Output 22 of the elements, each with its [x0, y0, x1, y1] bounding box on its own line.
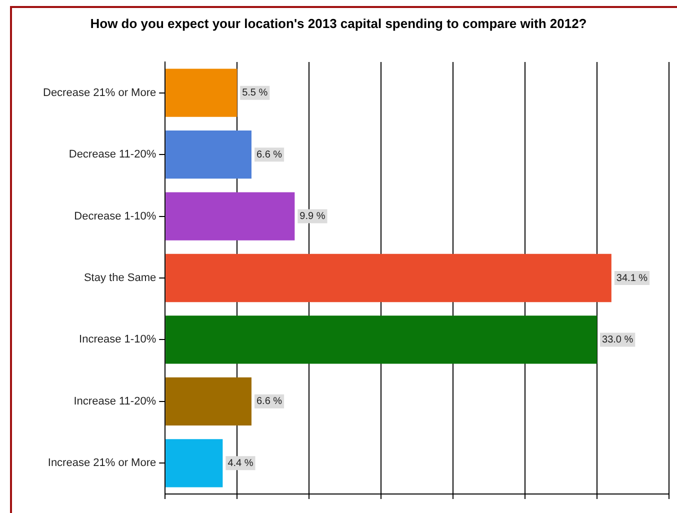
bar [166, 316, 598, 364]
data-label: 4.4 % [228, 458, 254, 469]
chart-title: How do you expect your location's 2013 capital spending to compare with 2012? [89, 16, 588, 31]
y-tick-label: Increase 11-20% [74, 395, 156, 408]
data-label: 9.9 % [300, 211, 326, 222]
data-label: 34.1 % [616, 272, 648, 284]
data-label: 5.5 % [242, 88, 268, 99]
bar [166, 192, 295, 240]
y-tick-label: Increase 1-10% [79, 334, 156, 346]
data-label: 33.0 % [602, 334, 634, 346]
data-label: 6.6 % [256, 396, 282, 408]
bar [166, 377, 252, 426]
y-tick-label: Decrease 1-10% [74, 210, 156, 222]
bar [166, 254, 612, 302]
y-tick-label: Decrease 11-20% [68, 148, 156, 161]
y-tick-label: Decrease 21% or More [42, 86, 156, 99]
y-tick-label: Increase 21% or More [48, 457, 156, 470]
bar [166, 130, 252, 179]
bar [166, 68, 238, 117]
data-label: 6.6 % [256, 149, 282, 160]
y-tick-label: Stay the Same [84, 272, 156, 284]
bar [166, 439, 223, 488]
